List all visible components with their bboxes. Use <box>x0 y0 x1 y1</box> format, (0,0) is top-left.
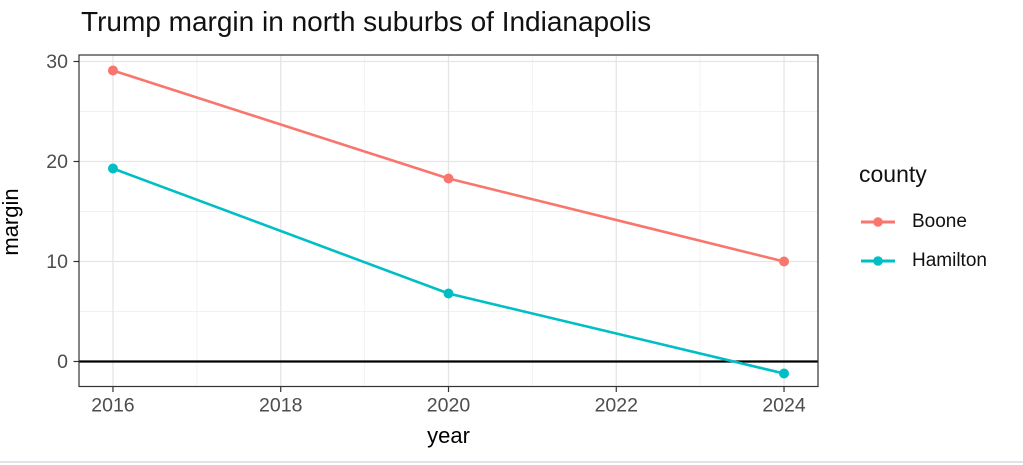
legend-item-boone: Boone <box>859 210 1019 234</box>
grid-major <box>79 55 818 387</box>
chart-title: Trump margin in north suburbs of Indiana… <box>81 6 652 37</box>
window-bottom-border <box>0 461 1023 463</box>
y-tick-label: 0 <box>57 351 68 373</box>
legend-label-hamilton: Hamilton <box>912 250 987 271</box>
data-point-boone <box>443 173 454 184</box>
legend-key-boone-icon <box>861 217 895 227</box>
data-point-hamilton <box>779 368 790 379</box>
data-point-hamilton <box>107 163 118 174</box>
x-axis-title: year <box>427 423 470 448</box>
y-tick-label: 30 <box>46 51 68 73</box>
legend-key-hamilton-icon <box>861 256 895 266</box>
x-tick-label: 2024 <box>762 395 806 417</box>
y-tick-label: 10 <box>46 251 68 273</box>
y-tick-label: 20 <box>46 151 68 173</box>
x-tick-label: 2018 <box>259 395 302 417</box>
axis-ticks <box>73 60 785 392</box>
data-point-boone <box>107 65 118 76</box>
legend-label-boone: Boone <box>912 211 967 232</box>
data-point-boone <box>779 256 790 267</box>
x-tick-label: 2020 <box>427 395 471 417</box>
data-point-hamilton <box>443 288 454 299</box>
legend: county Boone Hamilton <box>859 161 1019 288</box>
legend-item-hamilton: Hamilton <box>859 249 1019 273</box>
x-tick-label: 2016 <box>91 395 134 417</box>
legend-title: county <box>859 161 927 187</box>
x-tick-label: 2022 <box>595 395 638 417</box>
